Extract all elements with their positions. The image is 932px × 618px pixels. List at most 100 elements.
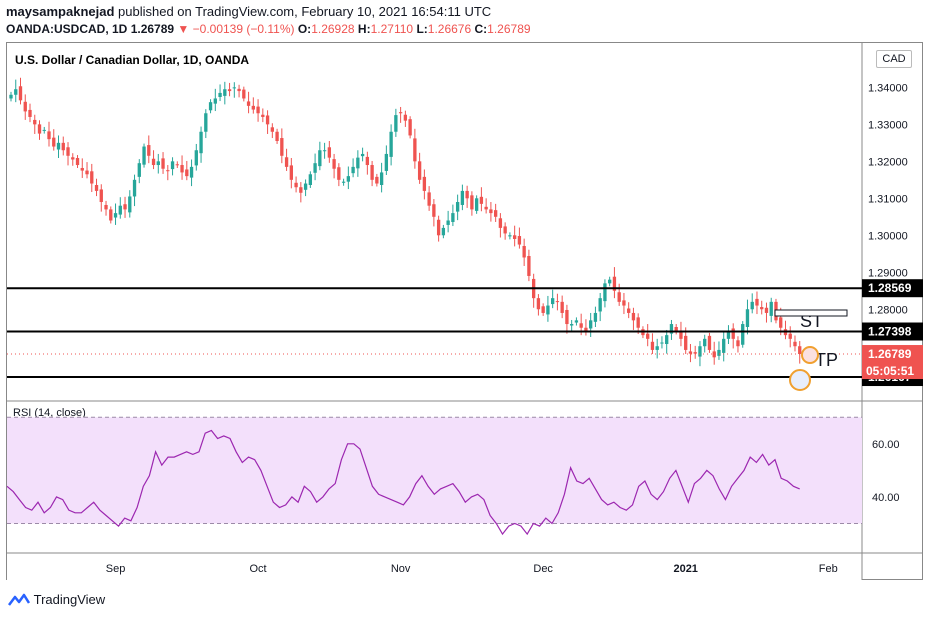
candle-body xyxy=(56,142,61,150)
candle-body xyxy=(384,153,389,171)
time-tick-label: Oct xyxy=(250,563,267,575)
candle-body xyxy=(522,246,526,258)
candle-body xyxy=(655,346,659,350)
time-tick-label: Nov xyxy=(391,563,411,575)
candle-body xyxy=(717,349,721,356)
candle-body xyxy=(446,220,450,225)
chart-title: U.S. Dollar / Canadian Dollar, 1D, OANDA xyxy=(15,53,249,67)
candle-body xyxy=(612,276,617,291)
candle-body xyxy=(603,283,607,302)
close-value: 1.26789 xyxy=(487,22,531,36)
candle-body xyxy=(322,150,327,152)
rsi-line xyxy=(6,429,800,536)
candle-body xyxy=(470,195,474,210)
candle-body xyxy=(546,305,550,315)
candle-body xyxy=(80,167,84,171)
candle-body xyxy=(679,331,683,339)
candle-body xyxy=(237,88,241,92)
high-value: 1.27110 xyxy=(370,22,414,36)
candle-body xyxy=(441,227,446,236)
candle-body xyxy=(204,113,208,132)
level-label-bg xyxy=(862,279,923,298)
candle-body xyxy=(284,157,289,167)
candle-body xyxy=(622,300,626,306)
author-name: maysampaknejad xyxy=(6,4,115,19)
candle-body xyxy=(194,150,198,166)
candle-body xyxy=(28,109,32,117)
price-tick-label: 1.29000 xyxy=(868,267,908,279)
candle-body xyxy=(650,341,655,350)
candle-body xyxy=(227,89,232,92)
candle-body xyxy=(451,213,455,222)
low-value: 1.26676 xyxy=(427,22,472,36)
stop-box[interactable] xyxy=(774,309,848,317)
price-tick-label: 1.28000 xyxy=(868,304,908,316)
candle-body xyxy=(166,170,170,172)
candle-body xyxy=(489,209,493,214)
last-price: 1.26789 xyxy=(130,22,175,36)
candle-body xyxy=(389,131,393,157)
tradingview-logo-icon xyxy=(8,593,31,606)
candle-body xyxy=(512,235,517,239)
candle-body xyxy=(660,342,664,344)
candle-body xyxy=(764,307,769,313)
time-tick-label: Sep xyxy=(106,563,126,575)
candle-body xyxy=(508,235,512,237)
candle-body xyxy=(555,301,560,303)
candle-body xyxy=(303,183,308,190)
candle-body xyxy=(18,86,23,101)
price-tick-label: 1.34000 xyxy=(868,82,908,94)
candle-body xyxy=(94,185,99,191)
candle-body xyxy=(294,182,298,188)
rsi-title: RSI (14, close) xyxy=(13,407,86,419)
canada-event-icon[interactable] xyxy=(801,346,819,364)
candle-body xyxy=(646,333,650,339)
time-tick-label: Feb xyxy=(819,563,838,575)
candle-body xyxy=(218,92,222,97)
candle-body xyxy=(379,172,384,185)
candle-body xyxy=(118,205,122,215)
candle-body xyxy=(47,131,51,140)
candle-body xyxy=(42,129,46,131)
rsi-tick-label: 60.00 xyxy=(872,439,900,451)
candle-body xyxy=(403,114,408,121)
candle-body xyxy=(346,176,351,182)
countdown-label: 05:05:51 xyxy=(866,364,914,378)
candle-body xyxy=(570,324,574,326)
candle-body xyxy=(584,327,588,332)
time-tick-label: 2021 xyxy=(673,563,697,575)
candle-body xyxy=(394,115,398,132)
candle-body xyxy=(351,166,355,174)
price-change: ▼ −0.00139 (−0.11%) xyxy=(177,22,295,36)
candle-body xyxy=(617,292,621,302)
candle-body xyxy=(474,198,479,211)
candle-body xyxy=(275,131,279,141)
candle-body xyxy=(251,105,255,110)
candle-body xyxy=(161,158,165,169)
candle-body xyxy=(665,335,669,345)
candle-body xyxy=(550,298,555,305)
candle-body xyxy=(23,101,27,112)
candle-body xyxy=(61,142,65,151)
candle-body xyxy=(213,98,217,104)
candle-body xyxy=(598,298,602,312)
candle-body xyxy=(299,187,303,193)
time-tick-label: Dec xyxy=(533,563,553,575)
candle-body xyxy=(223,89,227,96)
candle-body xyxy=(360,153,365,157)
candle-body xyxy=(589,320,593,329)
us-event-icon[interactable] xyxy=(789,369,811,391)
tradingview-logo[interactable]: TradingView xyxy=(8,591,105,607)
price-tick-label: 1.31000 xyxy=(868,193,908,205)
candle-body xyxy=(793,341,797,347)
candle-body xyxy=(579,323,583,328)
publish-info: maysampaknejad published on TradingView.… xyxy=(6,4,491,19)
currency-unit-button[interactable]: CAD xyxy=(876,50,912,68)
open-value: 1.26928 xyxy=(311,22,355,36)
candle-body xyxy=(693,352,697,354)
candle-body xyxy=(560,301,564,313)
candle-body xyxy=(280,138,284,156)
low-label: L: xyxy=(416,22,428,36)
candle-body xyxy=(422,176,427,191)
